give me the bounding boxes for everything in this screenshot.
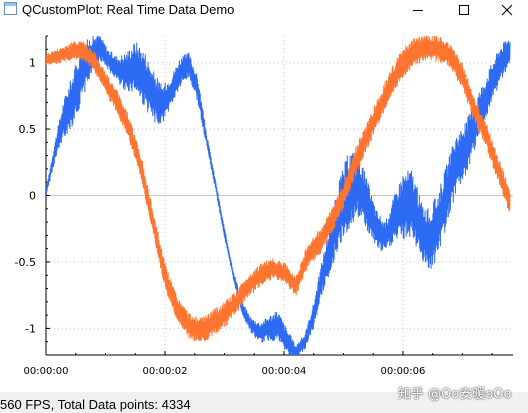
maximize-button[interactable]: [443, 0, 485, 20]
app-icon: [4, 2, 17, 15]
close-button[interactable]: [486, 0, 528, 20]
y-tick-label: -1: [25, 322, 36, 335]
minimize-icon: [413, 10, 423, 11]
x-tick-label: 00:00:04: [262, 366, 307, 377]
title-bar: QCustomPlot: Real Time Data Demo: [0, 0, 528, 30]
real-time-chart[interactable]: 1 0.5 0 -0.5 -1 00:00:00 00:00:02 00:00:04 00:00…: [0, 30, 528, 392]
watermark-text: 知乎 @Oo安暖oOo: [398, 387, 512, 402]
y-tick-label: 0: [29, 190, 36, 203]
x-tick-label: 00:00:02: [143, 366, 188, 377]
y-tick-label: -0.5: [15, 256, 36, 269]
y-tick-label: 1: [29, 57, 36, 70]
series-line-2: [46, 36, 511, 342]
status-text: 560 FPS, Total Data points: 4334: [0, 397, 191, 412]
series-line-1: [46, 36, 511, 355]
x-tick-label: 00:00:06: [380, 366, 425, 377]
plot-area[interactable]: 1 0.5 0 -0.5 -1 00:00:00 00:00:02 00:00:04 00:00…: [0, 30, 528, 392]
x-tick-label: 00:00:00: [24, 366, 69, 377]
close-icon: [501, 4, 513, 16]
maximize-icon: [459, 5, 469, 15]
window-title: QCustomPlot: Real Time Data Demo: [22, 2, 235, 17]
minimize-button[interactable]: [397, 0, 439, 20]
status-bar: 560 FPS, Total Data points: 4334: [0, 392, 528, 413]
y-tick-label: 0.5: [19, 123, 37, 136]
